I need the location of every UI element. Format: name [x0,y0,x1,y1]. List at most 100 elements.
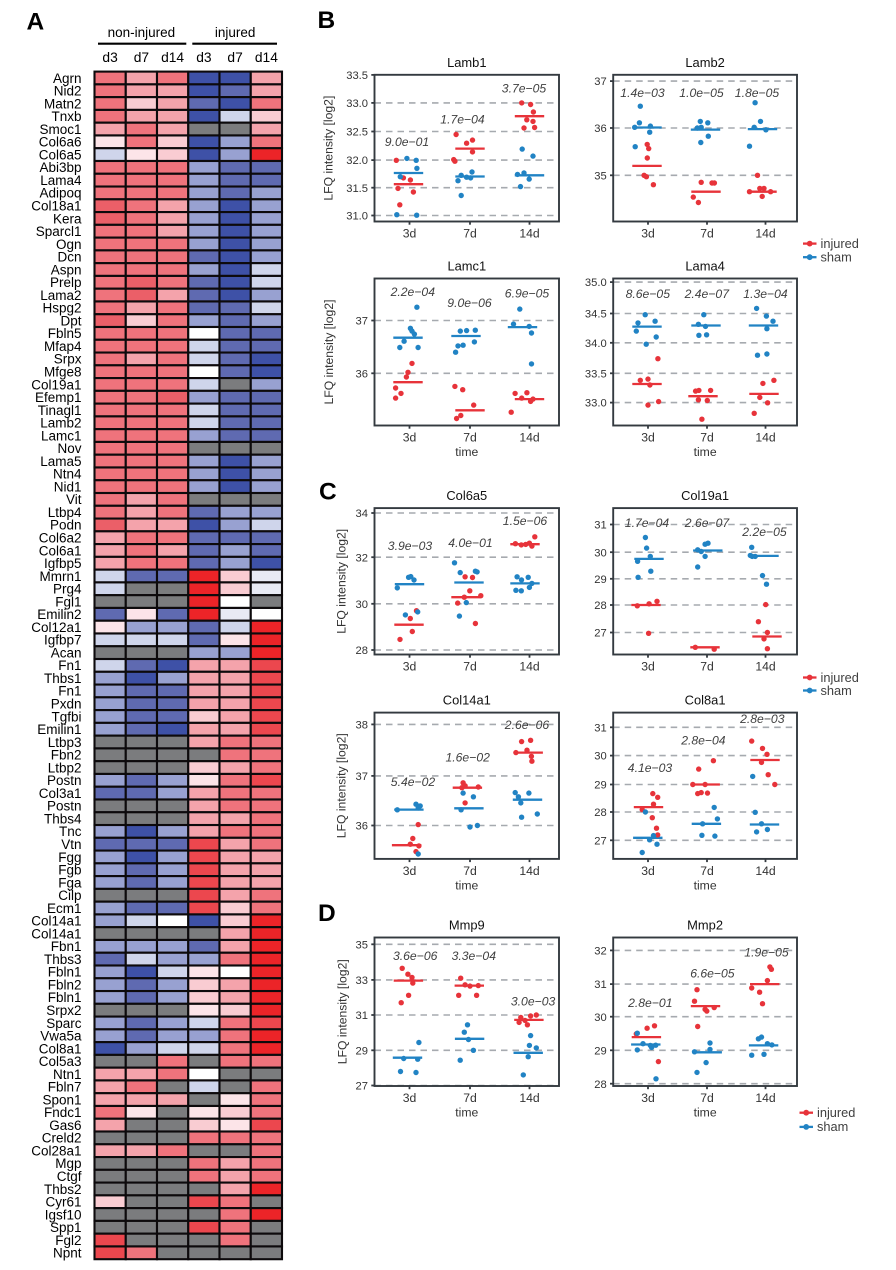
svg-text:7d: 7d [463,431,477,445]
svg-text:14d: 14d [755,227,775,241]
svg-text:27: 27 [594,628,606,640]
svg-text:Matn2: Matn2 [44,96,82,111]
svg-text:Podn: Podn [50,518,82,533]
svg-text:Smoc1: Smoc1 [39,122,81,137]
svg-text:31.5: 31.5 [346,183,368,195]
svg-text:27: 27 [356,1081,368,1093]
svg-text:Lamb1: Lamb1 [447,55,486,70]
svg-text:28: 28 [594,807,606,819]
svg-text:Igfbp7: Igfbp7 [44,633,82,648]
svg-text:2.2e−04: 2.2e−04 [390,285,436,299]
svg-text:1.7e−04: 1.7e−04 [440,113,485,127]
svg-text:Nid1: Nid1 [54,479,82,494]
svg-text:7d: 7d [700,227,714,241]
svg-text:Emilin2: Emilin2 [37,607,81,622]
svg-text:LFQ intensity [log2]: LFQ intensity [log2] [322,300,336,405]
svg-text:3d: 3d [403,864,417,878]
svg-text:Nid2: Nid2 [54,84,82,99]
svg-text:Col19a1: Col19a1 [681,488,729,503]
svg-text:1.4e−03: 1.4e−03 [620,86,665,100]
svg-text:Thbs3: Thbs3 [44,952,82,967]
svg-text:3d: 3d [403,1091,417,1105]
svg-text:injured: injured [821,670,859,685]
svg-text:Tnc: Tnc [59,824,82,839]
svg-text:Col18a1: Col18a1 [31,199,81,214]
svg-text:2.4e−07: 2.4e−07 [684,287,731,301]
svg-text:Fgg: Fgg [58,850,81,865]
svg-text:Fndc1: Fndc1 [44,1105,82,1120]
svg-text:3d: 3d [403,227,417,241]
svg-text:time: time [694,445,717,459]
svg-text:7d: 7d [700,864,714,878]
svg-text:Lamc1: Lamc1 [447,259,486,274]
svg-text:1.9e−05: 1.9e−05 [744,945,789,959]
svg-text:31: 31 [594,979,606,991]
svg-text:Lama5: Lama5 [40,454,81,469]
svg-text:Fbln1: Fbln1 [48,965,82,980]
svg-text:29: 29 [594,574,606,586]
svg-text:31.0: 31.0 [346,211,368,223]
svg-text:Col8a1: Col8a1 [39,1041,82,1056]
svg-text:3.9e−03: 3.9e−03 [388,539,433,553]
svg-text:Fbln5: Fbln5 [48,326,82,341]
svg-text:LFQ intensity [log2]: LFQ intensity [log2] [336,959,350,1064]
svg-text:Col19a1: Col19a1 [31,377,81,392]
svg-text:2.6e−06: 2.6e−06 [504,718,550,732]
svg-text:7d: 7d [463,864,477,878]
svg-text:4.0e−01: 4.0e−01 [448,536,492,550]
svg-text:3.3e−04: 3.3e−04 [452,949,497,963]
svg-text:9.0e−06: 9.0e−06 [447,296,492,310]
svg-text:Cyr61: Cyr61 [45,1195,81,1210]
svg-text:Igfbp5: Igfbp5 [44,556,82,571]
svg-text:Sparc: Sparc [46,1016,82,1031]
svg-text:Adipoq: Adipoq [39,186,81,201]
svg-text:Prg4: Prg4 [53,582,82,597]
svg-text:Agrn: Agrn [53,71,82,86]
svg-text:Aspn: Aspn [51,262,82,277]
svg-text:3d: 3d [641,864,655,878]
svg-text:Cilp: Cilp [58,888,81,903]
svg-text:d3: d3 [102,50,118,65]
svg-text:1.6e−02: 1.6e−02 [445,750,490,764]
svg-text:Tinagl1: Tinagl1 [38,403,82,418]
svg-text:28: 28 [356,645,368,657]
svg-text:Postn: Postn [47,799,82,814]
svg-text:7d: 7d [700,1091,714,1105]
svg-text:Ltbp2: Ltbp2 [48,760,82,775]
svg-text:Col14a1: Col14a1 [443,693,491,708]
svg-text:C: C [319,479,337,506]
svg-text:sham: sham [821,683,852,698]
svg-text:d7: d7 [227,50,242,65]
svg-text:Fbn2: Fbn2 [51,748,82,763]
svg-text:Prelp: Prelp [50,275,82,290]
svg-text:35: 35 [356,939,368,951]
svg-text:14d: 14d [519,660,539,674]
svg-text:7d: 7d [463,227,477,241]
svg-text:1.7e−04: 1.7e−04 [625,516,670,530]
svg-text:Vwa5a: Vwa5a [40,1029,82,1044]
svg-text:Abi3bp: Abi3bp [39,160,81,175]
svg-text:Ctgf: Ctgf [57,1169,82,1184]
svg-text:3.6e−06: 3.6e−06 [393,949,438,963]
svg-text:Fn1: Fn1 [58,684,81,699]
svg-text:Lama4: Lama4 [40,173,82,188]
svg-text:3d: 3d [403,660,417,674]
svg-text:1.3e−04: 1.3e−04 [743,287,788,301]
svg-text:Lama2: Lama2 [40,288,81,303]
svg-text:32.0: 32.0 [346,155,368,167]
svg-text:d3: d3 [196,50,212,65]
svg-text:Mmp9: Mmp9 [449,918,485,933]
svg-text:sham: sham [821,250,852,265]
svg-text:3d: 3d [641,1091,655,1105]
svg-text:31: 31 [594,722,606,734]
svg-text:14d: 14d [519,1091,539,1105]
svg-text:7d: 7d [700,431,714,445]
svg-text:Fbn1: Fbn1 [51,939,82,954]
svg-text:Pxdn: Pxdn [51,697,82,712]
svg-text:36: 36 [356,368,368,380]
svg-text:Dpt: Dpt [60,313,81,328]
svg-text:Col8a1: Col8a1 [685,693,726,708]
svg-text:29: 29 [594,1045,606,1057]
svg-text:1.0e−05: 1.0e−05 [679,86,724,100]
svg-text:8.6e−05: 8.6e−05 [626,287,671,301]
